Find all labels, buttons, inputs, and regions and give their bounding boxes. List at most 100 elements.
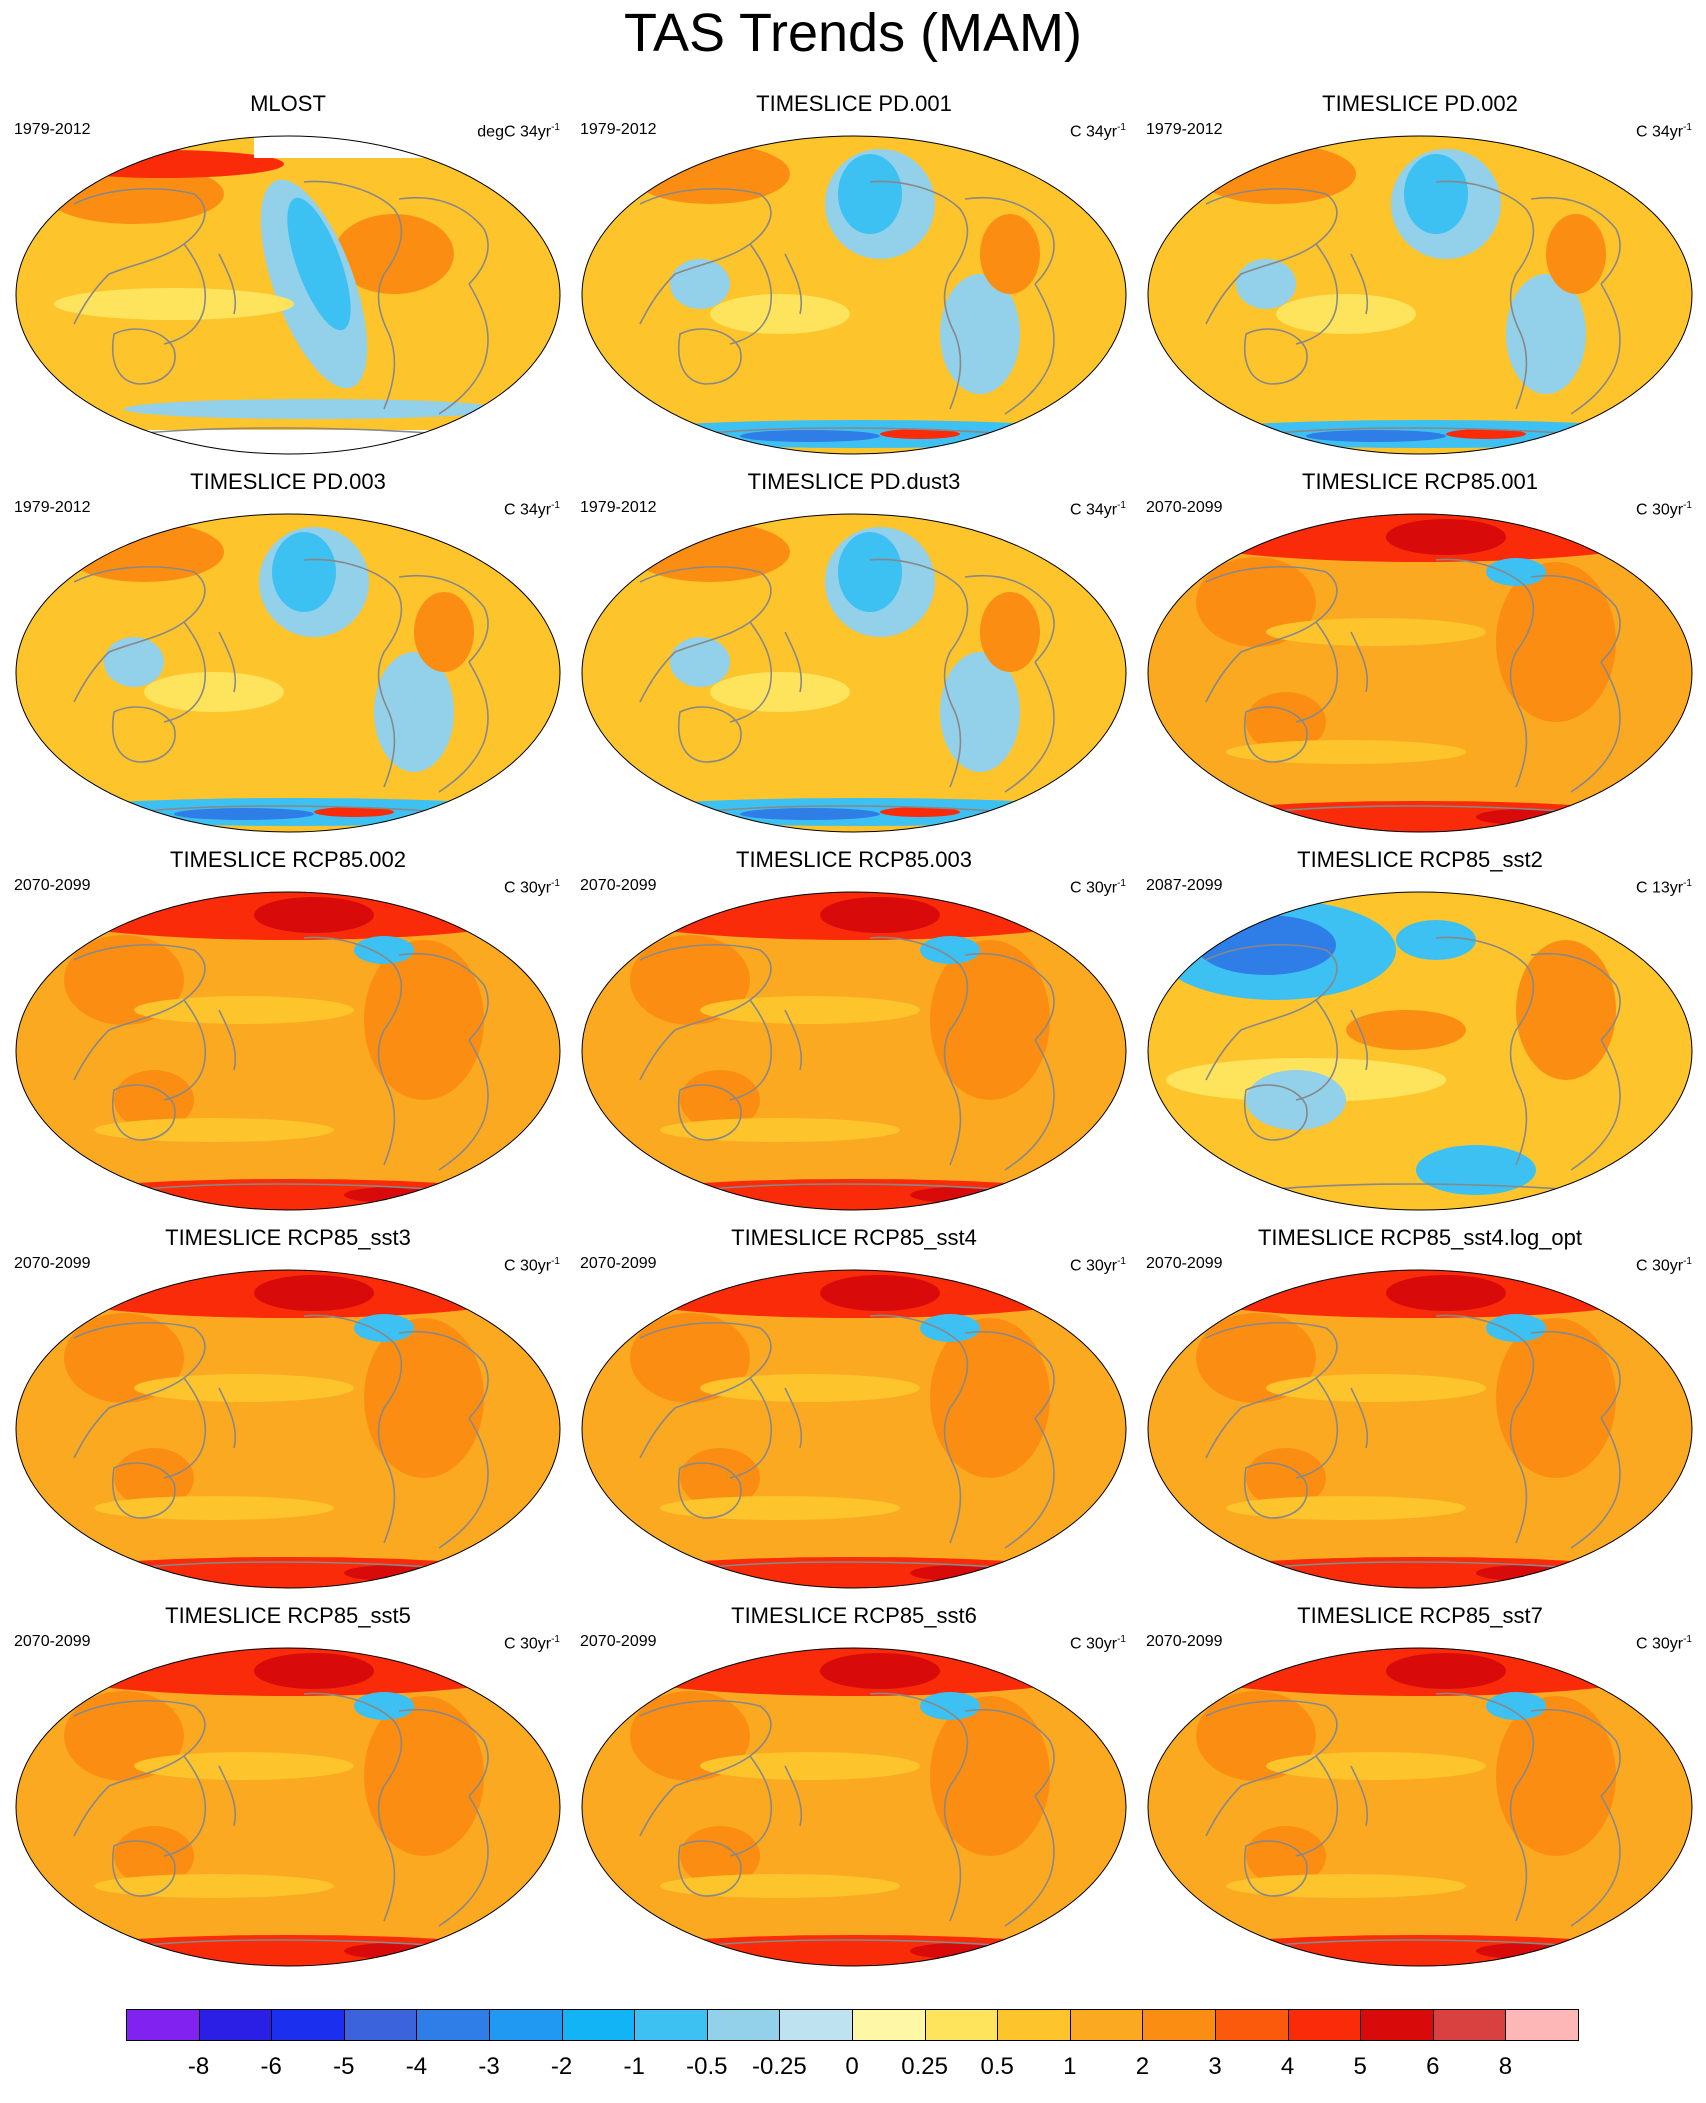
extreme-region xyxy=(910,1565,1010,1581)
coastline xyxy=(73,566,206,703)
panel-units: C 30yr-1 xyxy=(1070,874,1126,898)
coastline xyxy=(784,631,803,693)
coastline xyxy=(678,328,742,385)
extreme-region xyxy=(1386,1653,1506,1689)
coastline xyxy=(218,1009,237,1071)
coastline xyxy=(1265,805,1577,813)
coastline xyxy=(1570,1039,1621,1171)
coastline xyxy=(1295,1755,1339,1857)
map-svg xyxy=(15,1269,561,1589)
mild-region xyxy=(1226,1496,1466,1520)
world-map xyxy=(14,512,562,834)
extreme-region xyxy=(254,897,374,933)
coastline xyxy=(163,621,207,723)
extreme-region xyxy=(344,1943,444,1959)
coastline xyxy=(303,558,403,788)
cool-region xyxy=(920,936,980,964)
colorbar-label: 5 xyxy=(1353,2053,1367,2080)
coastline xyxy=(639,944,772,1081)
colorbar-swatch xyxy=(997,2009,1071,2041)
colorbar-label: -1 xyxy=(623,2053,645,2080)
coastline xyxy=(1295,1377,1339,1479)
coastline xyxy=(303,1314,403,1544)
coastline xyxy=(73,944,206,1081)
page-title: TAS Trends (MAM) xyxy=(623,3,1083,63)
panel-units-text: C 30yr xyxy=(1069,879,1118,897)
mild-region xyxy=(660,1118,900,1142)
panel-units: C 30yr-1 xyxy=(1636,1252,1692,1276)
coastline xyxy=(1530,1331,1621,1419)
panel-period: 1979-2012 xyxy=(580,499,657,516)
panel-units-text: C 30yr xyxy=(1069,1635,1118,1653)
world-map xyxy=(580,512,1128,834)
coastline xyxy=(678,706,742,763)
coastline xyxy=(1205,1700,1338,1837)
map-border xyxy=(15,513,561,833)
cool-region xyxy=(920,1314,980,1342)
hot-region xyxy=(880,807,960,817)
warm-region xyxy=(364,1318,484,1478)
world-map xyxy=(1146,512,1694,834)
coastline xyxy=(112,1462,176,1519)
colorbar-swatch xyxy=(1360,2009,1434,2041)
panel-title: MLOST xyxy=(250,91,326,116)
coastline xyxy=(1350,1765,1369,1827)
cool-region xyxy=(920,1692,980,1720)
warm-region xyxy=(930,940,1050,1100)
coastline xyxy=(1435,936,1535,1166)
coastline xyxy=(133,1561,445,1569)
warm-region xyxy=(364,1696,484,1856)
coastline xyxy=(1530,575,1621,663)
warm-region xyxy=(1546,214,1606,294)
coastline xyxy=(869,936,969,1166)
coastline xyxy=(1244,328,1308,385)
panel-units: C 34yr-1 xyxy=(1070,118,1126,142)
panel-units-text: C 34yr xyxy=(1069,123,1118,141)
coastline xyxy=(438,1795,489,1927)
pale-region xyxy=(710,672,850,712)
cool-region xyxy=(1486,1692,1546,1720)
colorbar-label: 0.25 xyxy=(901,2053,948,2080)
coastline xyxy=(639,566,772,703)
coastline xyxy=(1004,661,1055,793)
mild-region xyxy=(700,1752,920,1780)
coastline xyxy=(112,328,176,385)
warm-region xyxy=(980,592,1040,672)
coastline xyxy=(869,558,969,788)
map-border xyxy=(15,891,561,1211)
warm-region xyxy=(334,214,454,294)
coastline xyxy=(1435,1314,1535,1544)
colorbar-swatch xyxy=(1287,2009,1362,2041)
coastline xyxy=(133,1183,445,1191)
panel-period: 2070-2099 xyxy=(14,1255,91,1272)
coastline xyxy=(133,805,445,813)
mild-region xyxy=(700,996,920,1024)
coastline xyxy=(398,953,489,1041)
cool-region xyxy=(1486,558,1546,586)
colorbar-label: -4 xyxy=(405,2053,428,2080)
panel-period: 2070-2099 xyxy=(1146,1633,1223,1650)
panel-units: C 13yr-1 xyxy=(1636,874,1692,898)
warm-region xyxy=(1496,1696,1616,1856)
map-border xyxy=(581,1269,1127,1589)
map-svg xyxy=(581,891,1127,1211)
panel-period: 2070-2099 xyxy=(580,1633,657,1650)
map-field xyxy=(16,1648,560,1966)
pale-region xyxy=(54,288,294,320)
coastline xyxy=(964,953,1055,1041)
map-svg xyxy=(15,1647,561,1967)
panel-period: 2070-2099 xyxy=(1146,1255,1223,1272)
map-svg xyxy=(15,513,561,833)
coastline xyxy=(163,1755,207,1857)
map-panel: TIMESLICE PD.001 1979-2012 C 34yr-1 xyxy=(570,90,1138,462)
colorbar-swatch xyxy=(126,2009,200,2041)
colorbar-label: 8 xyxy=(1498,2053,1513,2080)
colorbar-swatch xyxy=(271,2009,345,2041)
panel-units: C 30yr-1 xyxy=(504,1630,560,1654)
warm-region xyxy=(930,1696,1050,1856)
map-panel: TIMESLICE RCP85_sst2 2087-2099 C 13yr-1 xyxy=(1136,846,1704,1218)
mild-region xyxy=(700,1374,920,1402)
hot-region xyxy=(44,150,284,178)
world-map xyxy=(14,134,562,456)
world-map xyxy=(1146,1646,1694,1968)
